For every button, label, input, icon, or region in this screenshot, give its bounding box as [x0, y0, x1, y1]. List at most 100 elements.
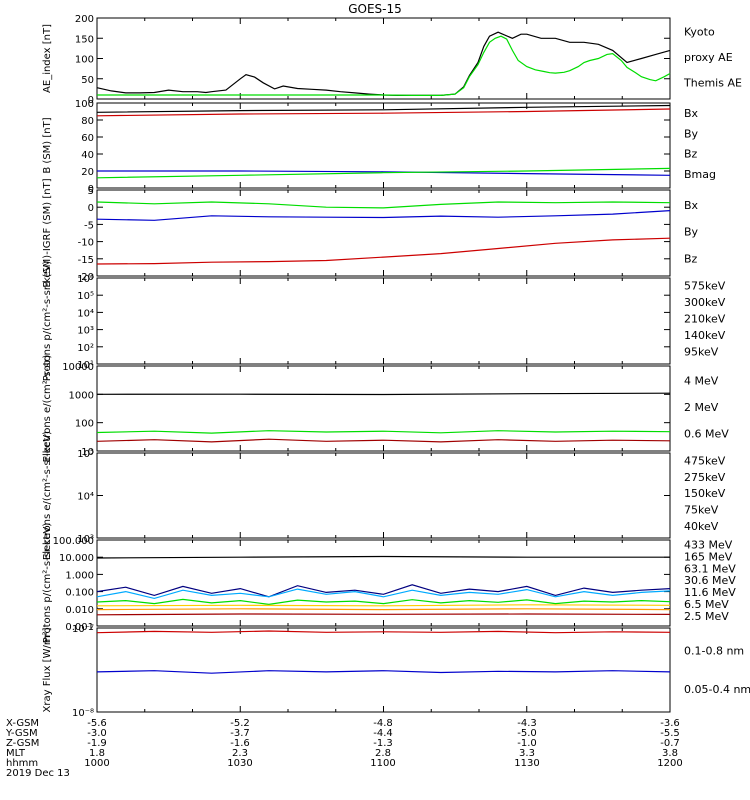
series-kyoto-proxy-ae: [97, 35, 671, 97]
y-tick-label: 0.100: [65, 588, 94, 599]
series-0-1-0-8-nm: [96, 630, 671, 634]
series-433-mev: [96, 613, 671, 616]
y-tick-label: 10³: [77, 326, 94, 337]
legend-entry: Themis AE: [683, 76, 742, 89]
axis-row-value: -5.2: [230, 718, 250, 729]
y-tick-label: 20: [81, 167, 94, 178]
y-tick-label: 10⁵: [77, 291, 94, 302]
y-tick-label: 0: [88, 203, 94, 214]
panel-protons1: 10¹ 10² 10³ 10⁴ 10⁵ 10⁶ Protons p/(cm²-s-sr-ke…: [42, 261, 726, 382]
axis-row-value: 1200: [657, 758, 682, 769]
series-4-mev: [96, 438, 671, 443]
series-0-6-mev: [96, 392, 671, 396]
panel-frame: [96, 277, 671, 365]
series-63-1-mev: [96, 604, 671, 607]
y-tick-label: -5: [84, 220, 94, 231]
axis-row-value: 1030: [227, 758, 252, 769]
panel-electrons2: 10³ 10⁴ 10⁵ Electrons e/(cm²-s-sr-keV) 475ke…: [42, 431, 726, 560]
y-axis-label: B (SM)-IGRF (SM) [nT]: [42, 178, 53, 287]
series-bz: [96, 108, 671, 117]
y-tick-label: 10: [81, 447, 94, 458]
y-axis-label: Xray Flux [W/m²]: [42, 627, 53, 712]
y-tick-label: -10: [78, 238, 94, 249]
series-bz: [96, 237, 671, 265]
y-tick-label: 10⁴: [77, 308, 94, 319]
date-label: 2019 Dec 13: [6, 768, 70, 779]
y-tick-label: 10¹: [77, 360, 94, 371]
y-tick-label: 100: [75, 55, 94, 66]
y-tick-label: -15: [78, 255, 94, 266]
y-tick-label: 10⁵: [77, 449, 94, 460]
y-tick-label: 100.000: [53, 536, 94, 547]
axis-row-label: X-GSM: [6, 718, 39, 729]
y-tick-label: 10³: [77, 534, 94, 545]
series-165-mev: [96, 608, 671, 611]
panel-frame: [96, 102, 671, 189]
series-2-5-mev: [96, 555, 670, 559]
y-tick-label: 80: [81, 116, 94, 127]
series-by: [96, 167, 671, 179]
y-tick-label: 0.010: [65, 605, 94, 616]
legend-entry: By: [684, 127, 699, 140]
legend-entry: 275keV: [684, 471, 726, 484]
axis-row-value: 2.8: [375, 748, 391, 759]
axis-row-value: -5.5: [660, 728, 680, 739]
axis-row-value: -5.6: [87, 718, 107, 729]
axis-row-value: 3.8: [662, 748, 678, 759]
y-tick-label: 5: [88, 186, 94, 197]
legend-entry: 0.1-0.8 nm: [684, 645, 744, 658]
axis-row-label: Z-GSM: [6, 738, 39, 749]
series-2-mev: [96, 430, 671, 434]
y-axis-label: Protons p/(cm²-s-sr-keV): [42, 261, 53, 382]
legend-entry: 95keV: [684, 346, 719, 359]
series-themis-ae: [96, 31, 671, 97]
panel-electrons1: 10 100 1000 10000 Electrons e/(cm²-s-sr) 4 Me…: [42, 355, 729, 463]
panel-xray: 10⁻⁸ 10⁻⁷ Xray Flux [W/m²] 0.1-0.8 nm 0.05-0…: [42, 624, 750, 719]
y-tick-label: 150: [75, 34, 94, 45]
panel-frame: [96, 539, 671, 627]
legend-entry: Bmag: [684, 168, 716, 181]
legend-entry: 140keV: [684, 329, 726, 342]
legend-entry: 475keV: [684, 454, 726, 467]
y-tick-label: 40: [81, 150, 94, 161]
y-tick-label: -20: [78, 272, 94, 283]
axis-row-value: 1.8: [89, 748, 105, 759]
axis-row-value: 3.3: [519, 748, 535, 759]
legend-entry: 40keV: [684, 520, 719, 533]
y-tick-label: 1000: [69, 390, 94, 401]
y-tick-label: 10²: [77, 343, 94, 354]
legend-entry: 300keV: [684, 296, 726, 309]
axis-row-value: -1.9: [87, 738, 107, 749]
axis-row-label: hhmm: [6, 758, 38, 769]
y-axis-label: Electrons e/(cm²-s-sr): [42, 355, 53, 463]
legend-entry: 11.6 MeV: [684, 586, 736, 599]
y-tick-label: 10000: [62, 362, 94, 373]
axis-row-value: -1.6: [230, 738, 250, 749]
y-axis-label: AE_index [nT]: [42, 24, 53, 93]
axis-row-value: 2.3: [232, 748, 248, 759]
axis-row-value: -4.8: [373, 718, 393, 729]
axis-row-value: 1130: [514, 758, 539, 769]
y-tick-label: 60: [81, 133, 94, 144]
series-bx: [97, 170, 671, 176]
y-tick-label: 10.000: [59, 553, 94, 564]
axis-row-value: -4.3: [517, 718, 537, 729]
legend-entry: Bz: [684, 148, 698, 161]
axis-row-value: 1100: [370, 758, 395, 769]
legend-entry: 63.1 MeV: [684, 562, 736, 575]
legend-entry: 0.6 MeV: [684, 428, 729, 441]
y-tick-label: 10⁶: [77, 274, 94, 285]
series-0-05-0-4-nm: [96, 670, 671, 674]
legend-entry: 30.6 MeV: [684, 574, 736, 587]
panel-frame: [96, 17, 671, 100]
panel-bsm: 0 20 40 60 80 100 B (SM) [nT] Bx By Bz Bmag: [42, 99, 716, 195]
y-tick-label: 100: [75, 99, 94, 110]
legend-entry: Bx: [684, 199, 699, 212]
y-tick-label: 10⁻⁸: [72, 708, 94, 719]
y-tick-label: 1.000: [65, 570, 94, 581]
axis-row-value: -3.0: [87, 728, 107, 739]
y-tick-label: 10⁻⁷: [72, 624, 94, 635]
legend-entry: 2 MeV: [684, 401, 719, 414]
